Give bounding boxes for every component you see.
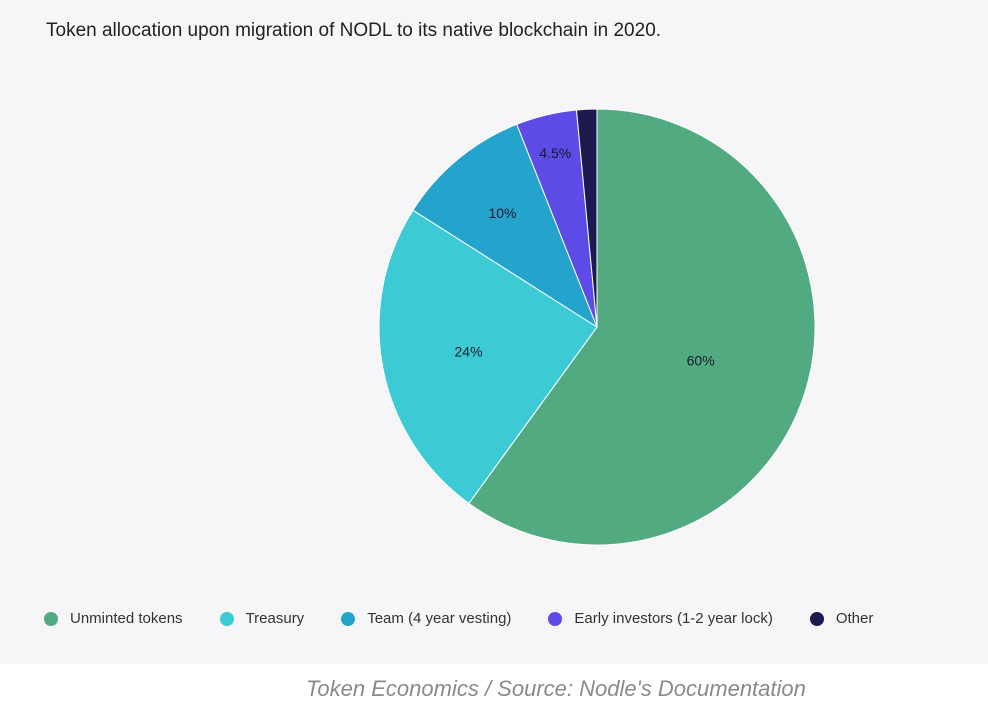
legend-label: Unminted tokens <box>70 610 183 627</box>
legend-dot-icon <box>44 611 58 626</box>
pie-slices <box>378 108 816 546</box>
legend-item-1: Treasury <box>219 610 305 627</box>
legend-dot-icon <box>809 611 824 626</box>
legend-dot-icon <box>341 611 356 626</box>
chart-card: Token allocation upon migration of NODL … <box>44 20 874 627</box>
pie-slice-label-3: 4.5% <box>539 145 571 161</box>
legend-item-4: Other <box>809 610 874 627</box>
pie-slice-2 <box>412 123 599 329</box>
chart-title: Token allocation upon migration of NODL … <box>46 20 662 41</box>
legend-label: Team (4 year vesting) <box>367 610 512 627</box>
pie-slice-label-1: 24% <box>455 344 483 360</box>
pie-labels: 60% 24% 10% 4.5% <box>455 145 715 369</box>
pie-chart: 60% 24% 10% 4.5% <box>378 108 816 546</box>
legend-label: Other <box>835 610 874 627</box>
pie-slice-label-2: 10% <box>488 205 516 221</box>
pie-slice-label-0: 60% <box>687 353 715 369</box>
legend-item-0: Unminted tokens <box>44 610 183 627</box>
image-caption: Token Economics / Source: Nodle's Docume… <box>306 676 806 701</box>
pie-slice-0 <box>468 108 816 546</box>
legend-item-2: Team (4 year vesting) <box>341 610 511 627</box>
chart-legend: Unminted tokens Treasury Team (4 year vest… <box>44 610 873 627</box>
legend-item-3: Early investors (1-2 year lock) <box>548 610 773 627</box>
pie-slice-4 <box>575 108 598 328</box>
legend-label: Early investors (1-2 year lock) <box>574 610 773 627</box>
legend-dot-icon <box>219 611 234 626</box>
legend-label: Treasury <box>245 610 305 627</box>
legend-dot-icon <box>548 611 563 626</box>
pie-slice-1 <box>378 209 598 505</box>
